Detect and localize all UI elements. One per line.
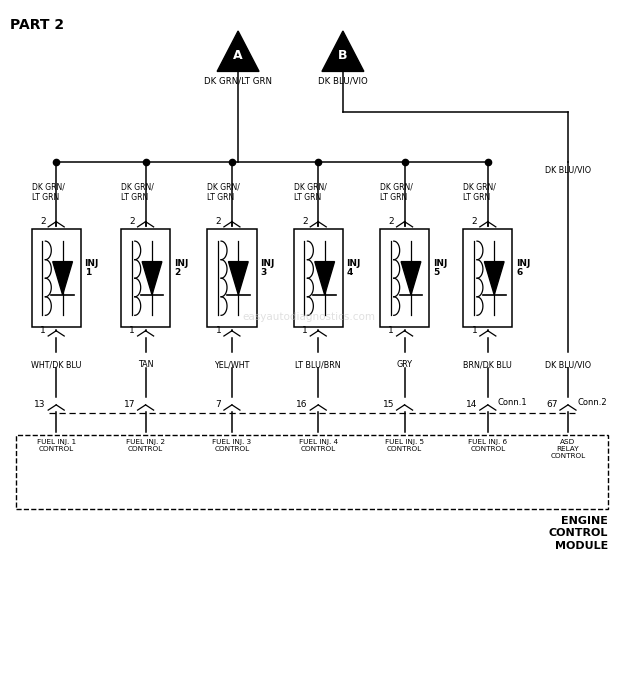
Text: INJ
2: INJ 2 xyxy=(174,259,188,277)
Text: 67: 67 xyxy=(546,400,557,409)
Text: FUEL INJ. 1
CONTROL: FUEL INJ. 1 CONTROL xyxy=(36,439,76,452)
Bar xyxy=(32,230,81,327)
Bar xyxy=(380,230,430,327)
Text: INJ
4: INJ 4 xyxy=(347,259,361,277)
Text: YEL/WHT: YEL/WHT xyxy=(214,360,250,369)
Text: B: B xyxy=(338,49,348,61)
Bar xyxy=(207,230,256,327)
Text: INJ
3: INJ 3 xyxy=(260,259,274,277)
Text: FUEL INJ. 4
CONTROL: FUEL INJ. 4 CONTROL xyxy=(298,439,338,452)
Text: DK GRN/
LT GRN: DK GRN/ LT GRN xyxy=(294,182,326,202)
Text: DK BLU/VIO: DK BLU/VIO xyxy=(545,360,591,369)
Bar xyxy=(121,230,171,327)
Text: 1: 1 xyxy=(472,326,477,335)
Text: DK GRN/
LT GRN: DK GRN/ LT GRN xyxy=(32,182,64,202)
Text: 1: 1 xyxy=(129,326,135,335)
Text: ASD
RELAY
CONTROL: ASD RELAY CONTROL xyxy=(551,439,585,458)
Text: LT BLU/BRN: LT BLU/BRN xyxy=(295,360,341,369)
Bar xyxy=(16,435,608,509)
Text: PART 2: PART 2 xyxy=(10,18,64,32)
Text: 2: 2 xyxy=(389,217,394,226)
Text: 2: 2 xyxy=(216,217,221,226)
Text: DK BLU/VIO: DK BLU/VIO xyxy=(545,166,591,175)
Text: FUEL INJ. 6
CONTROL: FUEL INJ. 6 CONTROL xyxy=(468,439,507,452)
Polygon shape xyxy=(315,262,334,295)
Polygon shape xyxy=(142,262,162,295)
Polygon shape xyxy=(53,262,72,295)
Text: BRN/DK BLU: BRN/DK BLU xyxy=(464,360,512,369)
Text: 2: 2 xyxy=(472,217,477,226)
Text: 2: 2 xyxy=(302,217,308,226)
Text: 17: 17 xyxy=(124,400,135,409)
Text: 2: 2 xyxy=(40,217,46,226)
Polygon shape xyxy=(401,262,421,295)
Text: DK BLU/VIO: DK BLU/VIO xyxy=(318,77,368,86)
Bar xyxy=(463,230,512,327)
Text: easyautodiagnostics.com: easyautodiagnostics.com xyxy=(242,313,376,322)
Text: GRY: GRY xyxy=(397,360,413,369)
Text: 1: 1 xyxy=(388,326,394,335)
Text: TAN: TAN xyxy=(138,360,153,369)
Polygon shape xyxy=(485,262,504,295)
Text: FUEL INJ. 2
CONTROL: FUEL INJ. 2 CONTROL xyxy=(126,439,165,452)
Text: 1: 1 xyxy=(302,326,308,335)
Text: A: A xyxy=(233,49,243,61)
Text: 1: 1 xyxy=(216,326,221,335)
Text: FUEL INJ. 5
CONTROL: FUEL INJ. 5 CONTROL xyxy=(385,439,424,452)
Polygon shape xyxy=(322,31,364,72)
Text: DK GRN/LT GRN: DK GRN/LT GRN xyxy=(204,77,272,86)
Text: FUEL INJ. 3
CONTROL: FUEL INJ. 3 CONTROL xyxy=(213,439,252,452)
Text: 13: 13 xyxy=(34,400,46,409)
Text: 14: 14 xyxy=(466,400,477,409)
Polygon shape xyxy=(217,31,259,72)
Text: INJ
6: INJ 6 xyxy=(516,259,531,277)
Text: DK GRN/
LT GRN: DK GRN/ LT GRN xyxy=(121,182,154,202)
Text: DK GRN/
LT GRN: DK GRN/ LT GRN xyxy=(463,182,496,202)
Text: INJ
1: INJ 1 xyxy=(85,259,99,277)
Text: 7: 7 xyxy=(216,400,221,409)
Text: DK GRN/
LT GRN: DK GRN/ LT GRN xyxy=(207,182,240,202)
Text: INJ
5: INJ 5 xyxy=(433,259,447,277)
Text: Conn.1: Conn.1 xyxy=(497,398,527,407)
Text: DK GRN/
LT GRN: DK GRN/ LT GRN xyxy=(380,182,413,202)
Polygon shape xyxy=(229,262,248,295)
Text: 16: 16 xyxy=(296,400,308,409)
Text: WHT/DK BLU: WHT/DK BLU xyxy=(31,360,82,369)
Bar xyxy=(294,230,343,327)
Text: Conn.2: Conn.2 xyxy=(577,398,607,407)
Text: ENGINE
CONTROL
MODULE: ENGINE CONTROL MODULE xyxy=(549,516,608,551)
Text: 15: 15 xyxy=(383,400,394,409)
Text: 1: 1 xyxy=(40,326,46,335)
Text: 2: 2 xyxy=(130,217,135,226)
